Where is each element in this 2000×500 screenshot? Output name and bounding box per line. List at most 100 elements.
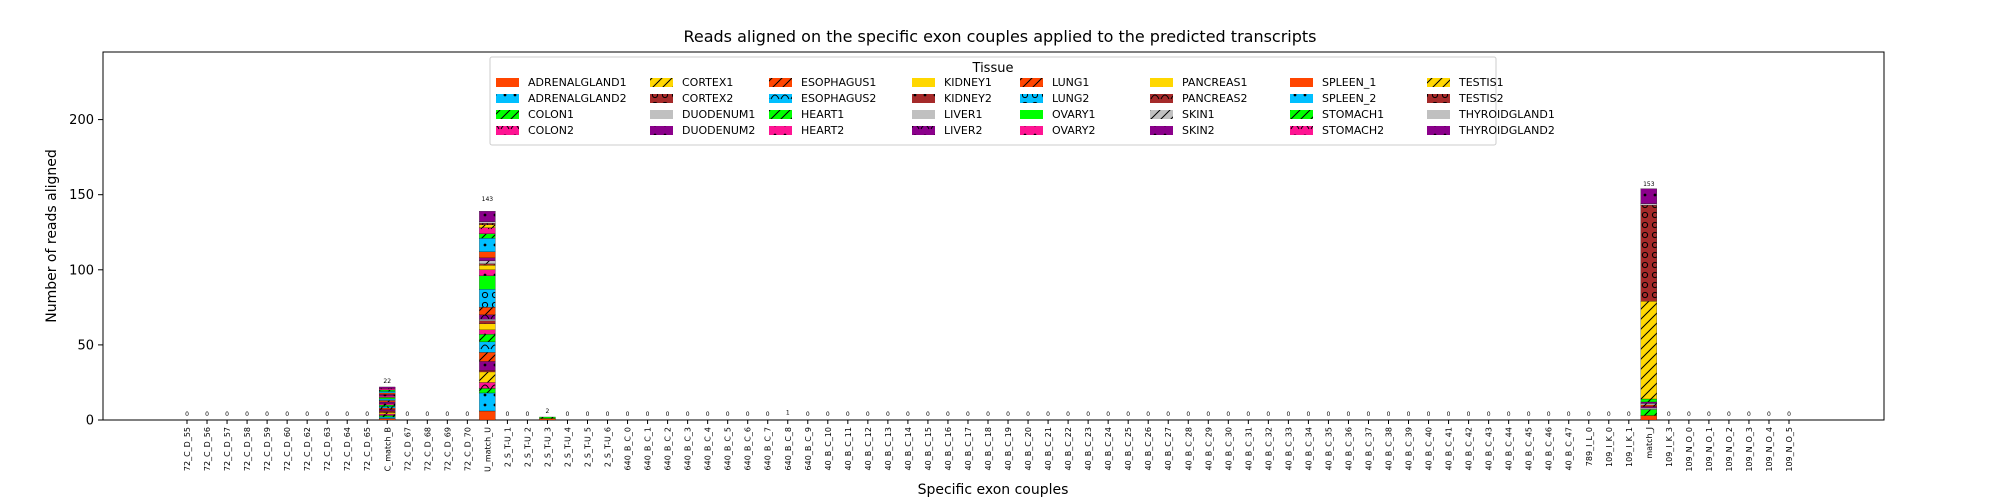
- x-tick-label: 72_C_D_69: [443, 427, 452, 471]
- bar-value-label: 0: [1266, 411, 1270, 418]
- bar-value-label: 0: [1327, 411, 1331, 418]
- bar-value-label: 0: [846, 411, 850, 418]
- bar-value-label: 0: [1507, 411, 1511, 418]
- y-tick-label: 50: [77, 338, 94, 353]
- x-tick-label: 40_B_C_12: [864, 427, 873, 470]
- legend-label: SPLEEN_2: [1322, 92, 1376, 105]
- bar-value-label: 0: [1046, 411, 1050, 418]
- x-tick-label: 640_B_C_8: [784, 427, 793, 470]
- legend-label: ADRENALGLAND2: [528, 92, 627, 105]
- bar-value-label: 0: [626, 411, 630, 418]
- bar-value-label: 0: [1066, 411, 1070, 418]
- legend-label: LUNG2: [1052, 92, 1089, 105]
- bar-value-label: 0: [1707, 411, 1711, 418]
- bar-segment: [379, 406, 396, 409]
- bar-value-label: 0: [1086, 411, 1090, 418]
- x-tick-label: 40_B_C_23: [1084, 427, 1093, 470]
- bar-value-label: 0: [1347, 411, 1351, 418]
- x-tick-label: 2_S_T-U_2: [523, 427, 532, 467]
- legend-label: ESOPHAGUS1: [801, 76, 876, 89]
- x-tick-label: 40_B_C_46: [1545, 427, 1554, 470]
- y-tick-label: 150: [69, 188, 94, 203]
- bar-segment: [379, 388, 396, 391]
- bar-segment: [379, 398, 396, 401]
- legend-swatch: [1150, 94, 1173, 103]
- legend-label: ESOPHAGUS2: [801, 92, 876, 105]
- legend-label: LIVER1: [944, 108, 983, 121]
- bar-segment: [379, 416, 396, 419]
- x-tick-label: 40_B_C_16: [944, 427, 953, 470]
- bar-segment: [1640, 403, 1657, 406]
- legend-swatch: [912, 78, 935, 87]
- legend-swatch: [912, 126, 935, 135]
- legend-label: STOMACH2: [1322, 124, 1384, 137]
- bar-segment: [479, 361, 496, 371]
- legend-label: COLON2: [528, 124, 574, 137]
- x-tick-label: 109_N_O_0: [1685, 427, 1694, 472]
- bar-segment: [479, 319, 496, 321]
- y-axis: 0 50 100 150 200: [69, 113, 103, 429]
- bar-segment: [479, 227, 496, 234]
- bar-value-label: 0: [325, 411, 329, 418]
- x-tick-label: 109_N_O_2: [1725, 427, 1734, 472]
- bar-segment: [479, 260, 496, 264]
- bar-value-label: 0: [1006, 411, 1010, 418]
- bar-value-label: 0: [866, 411, 870, 418]
- x-tick-label: 72_C_D_59: [263, 427, 272, 471]
- bar-segment: [479, 323, 496, 331]
- x-tick-label: 72_C_D_68: [423, 427, 432, 471]
- bar-value-label: 0: [1166, 411, 1170, 418]
- chart-title: Reads aligned on the specific exon coupl…: [683, 27, 1316, 46]
- x-axis-label: Specific exon couples: [918, 482, 1069, 498]
- x-tick-label: 40_B_C_28: [1184, 427, 1193, 470]
- bar-value-label: 0: [1787, 411, 1791, 418]
- legend: Tissue ADRENALGLAND1 ADRENALGLAND2 COLON1 C…: [489, 56, 1555, 146]
- x-tick-label: 640_B_C_1: [644, 427, 653, 470]
- bar-segment: [479, 382, 496, 389]
- x-tick-label: 72_C_D_67: [403, 427, 412, 471]
- legend-label: HEART1: [801, 108, 844, 121]
- bar-segment: [479, 257, 496, 261]
- bar-segment: [379, 397, 396, 400]
- x-tick-label: 72_C_D_64: [343, 427, 352, 471]
- x-tick-label: 789_I_L_0: [1585, 427, 1594, 466]
- bar-value-label: 0: [1427, 411, 1431, 418]
- x-tick-label: 2_S_T-U_6: [604, 427, 613, 467]
- bar-segment: [379, 394, 396, 397]
- x-tick-label: 40_B_C_20: [1024, 427, 1033, 470]
- legend-label: OVARY1: [1052, 108, 1095, 121]
- bar-segment: [1640, 404, 1657, 407]
- x-tick-label: match_J: [1645, 427, 1654, 459]
- legend-label: ADRENALGLAND1: [528, 76, 627, 89]
- bar-value-label: 22: [383, 378, 391, 385]
- x-tick-label: 2_S_T-U_5: [584, 427, 593, 467]
- bar-value-label: 0: [1467, 411, 1471, 418]
- bar-segment: [379, 407, 396, 410]
- x-tick-label: 40_B_C_19: [1004, 427, 1013, 470]
- x-tick-label: 72_C_D_57: [223, 427, 232, 471]
- legend-swatch: [1427, 110, 1450, 119]
- legend-swatch: [496, 94, 519, 103]
- x-tick-label: 109_N_O_3: [1745, 427, 1754, 472]
- bar-value-label: 0: [305, 411, 309, 418]
- bar-value-label: 0: [966, 411, 970, 418]
- bar-value-label: 0: [1607, 411, 1611, 418]
- bar-value-label: 0: [1206, 411, 1210, 418]
- bar-segment: [379, 391, 396, 394]
- x-tick-label: 40_B_C_15: [924, 427, 933, 470]
- legend-swatch: [496, 126, 519, 135]
- bar-value-label: 0: [1767, 411, 1771, 418]
- bar-segment: [479, 265, 496, 270]
- x-tick-label: 40_B_C_40: [1425, 427, 1434, 470]
- bar-segment: [379, 415, 396, 418]
- bar-segment: [1640, 409, 1657, 416]
- legend-label: DUODENUM2: [682, 124, 755, 137]
- x-tick-label: 40_B_C_21: [1044, 427, 1053, 470]
- legend-label: KIDNEY2: [944, 92, 992, 105]
- x-tick-label: 40_B_C_26: [1144, 427, 1153, 470]
- x-tick-label: 72_C_D_63: [323, 427, 332, 471]
- legend-swatch: [1290, 126, 1313, 135]
- bar-value-label: 0: [926, 411, 930, 418]
- x-tick-label: 640_B_C_2: [664, 427, 673, 470]
- bar-segment: [379, 400, 396, 403]
